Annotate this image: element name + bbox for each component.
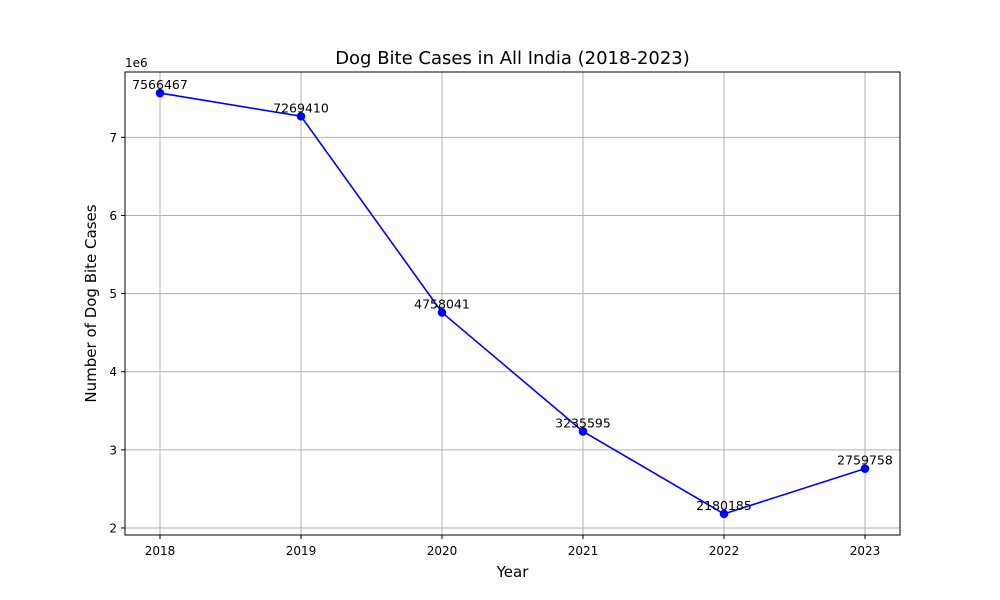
data-label: 7566467 <box>132 77 188 92</box>
x-axis-ticks: 2018 2019 2020 2021 2022 2023 <box>145 535 881 558</box>
x-tick-label: 2023 <box>850 544 881 558</box>
x-tick-label: 2019 <box>286 544 317 558</box>
y-tick-label: 3 <box>109 443 117 457</box>
y-tick-label: 7 <box>109 131 117 145</box>
x-tick-label: 2018 <box>145 544 176 558</box>
y-tick-label: 2 <box>109 521 117 535</box>
data-label: 2180185 <box>696 498 752 513</box>
series-line <box>159 92 866 515</box>
y-tick-label: 6 <box>109 209 117 223</box>
y-axis-label: Number of Dog Bite Cases <box>82 204 100 402</box>
plot-frame <box>124 71 901 536</box>
chart-title: Dog Bite Cases in All India (2018-2023) <box>335 48 690 69</box>
data-labels: 7566467 7269410 4758041 3235595 2180185 27597… <box>132 77 893 513</box>
y-axis-offset-label: 1e6 <box>125 56 148 70</box>
y-tick-label: 5 <box>109 287 117 301</box>
y-tick-label: 4 <box>109 365 117 379</box>
data-label: 2759758 <box>837 453 893 468</box>
data-point <box>578 427 588 436</box>
data-point <box>719 509 729 519</box>
x-tick-label: 2020 <box>427 544 458 558</box>
data-label: 7269410 <box>273 100 329 115</box>
x-tick-label: 2021 <box>568 544 599 558</box>
x-axis-label: Year <box>496 563 530 581</box>
grid <box>125 72 900 535</box>
data-point <box>437 308 447 317</box>
data-label: 4758041 <box>414 296 470 311</box>
data-point <box>155 88 165 98</box>
series-layer <box>155 88 870 519</box>
data-point <box>860 464 870 473</box>
y-axis-ticks: 2 3 4 5 6 7 <box>109 131 125 535</box>
data-label: 3235595 <box>555 415 611 430</box>
data-point <box>296 111 306 121</box>
x-tick-label: 2022 <box>709 544 740 558</box>
